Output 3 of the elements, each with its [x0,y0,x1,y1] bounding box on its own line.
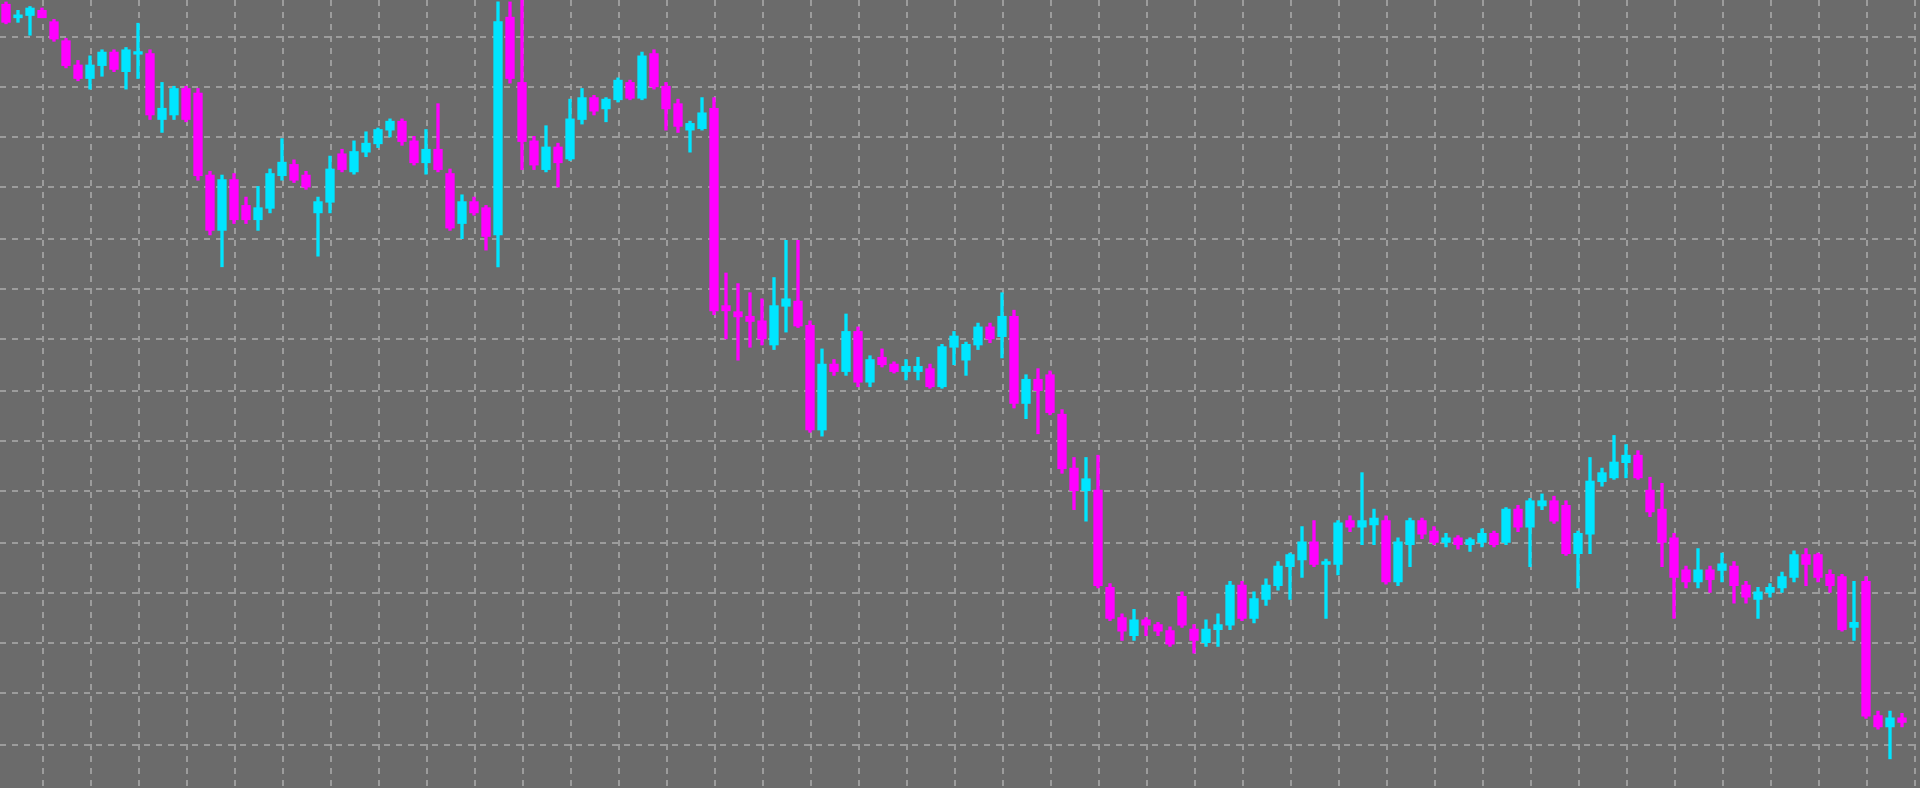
candlestick [1885,710,1895,760]
candlestick [1081,457,1091,522]
candlestick [1849,580,1859,641]
